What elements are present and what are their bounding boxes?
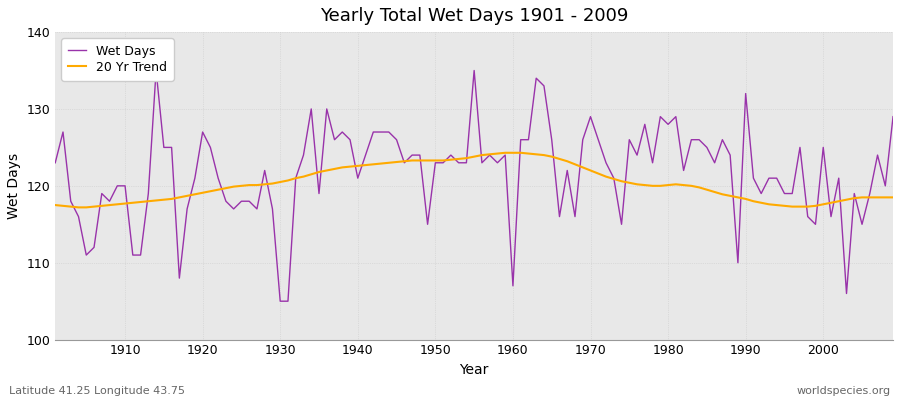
Wet Days	[298, 153, 309, 158]
Wet Days	[887, 114, 898, 119]
20 Yr Trend	[616, 179, 627, 184]
20 Yr Trend	[516, 150, 526, 155]
Wet Days	[516, 137, 526, 142]
20 Yr Trend	[120, 201, 130, 206]
Wet Days	[616, 222, 627, 227]
Text: Latitude 41.25 Longitude 43.75: Latitude 41.25 Longitude 43.75	[9, 386, 185, 396]
Title: Yearly Total Wet Days 1901 - 2009: Yearly Total Wet Days 1901 - 2009	[320, 7, 628, 25]
20 Yr Trend	[337, 165, 347, 170]
Wet Days	[523, 137, 534, 142]
Wet Days	[150, 68, 161, 73]
Wet Days	[50, 160, 60, 165]
20 Yr Trend	[50, 203, 60, 208]
Wet Days	[112, 184, 122, 188]
20 Yr Trend	[500, 150, 510, 155]
20 Yr Trend	[291, 176, 302, 180]
Wet Days	[345, 137, 356, 142]
20 Yr Trend	[887, 195, 898, 200]
20 Yr Trend	[73, 205, 84, 210]
Line: Wet Days: Wet Days	[55, 70, 893, 301]
Y-axis label: Wet Days: Wet Days	[7, 153, 21, 219]
X-axis label: Year: Year	[460, 363, 489, 377]
Legend: Wet Days, 20 Yr Trend: Wet Days, 20 Yr Trend	[61, 38, 174, 80]
Wet Days	[274, 299, 285, 304]
Line: 20 Yr Trend: 20 Yr Trend	[55, 153, 893, 207]
20 Yr Trend	[523, 151, 534, 156]
Text: worldspecies.org: worldspecies.org	[796, 386, 891, 396]
